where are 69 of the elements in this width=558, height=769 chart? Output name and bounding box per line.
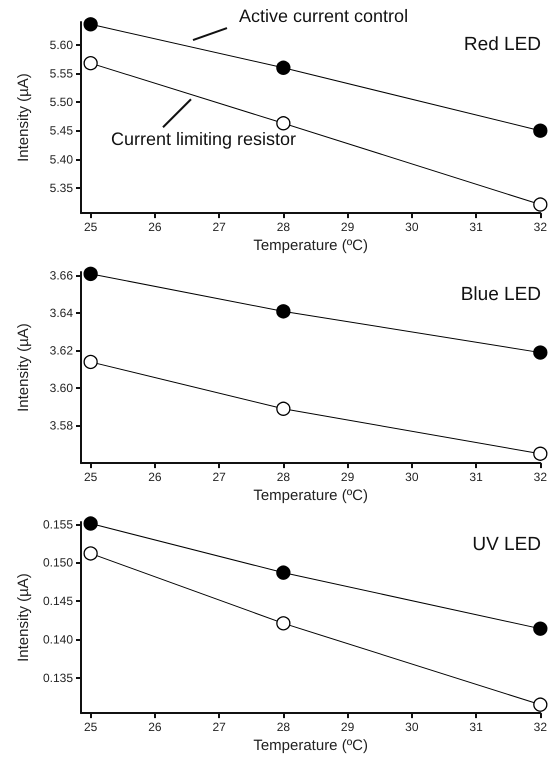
point: [276, 616, 291, 630]
x-axis-title: Temperature (ºC): [253, 487, 368, 504]
y-tick-label: 0.155: [42, 517, 74, 532]
x-axis-title: Temperature (ºC): [253, 737, 368, 754]
y-axis-title: Intensity (µA): [15, 73, 32, 162]
x-tick-label: 30: [405, 720, 419, 734]
point: [276, 60, 291, 75]
point: [276, 402, 291, 416]
y-tick-label: 3.66: [50, 268, 74, 283]
y-tick-label: 0.145: [42, 594, 74, 608]
y-axis-title: Intensity (µA): [15, 573, 32, 662]
point: [276, 304, 291, 318]
y-tick-label: 0.140: [42, 632, 74, 646]
point: [533, 197, 548, 212]
point: [533, 345, 548, 360]
text: UV LED: [472, 534, 542, 555]
x-tick-label: 30: [405, 220, 419, 234]
y-tick-label: 5.55: [50, 66, 74, 80]
x-tick-label: 28: [276, 470, 290, 484]
x-tick-label: 26: [148, 720, 162, 734]
point: [84, 516, 98, 531]
y-tick-label: 5.50: [50, 95, 74, 110]
point: [84, 17, 98, 32]
y-tick-label: 5.40: [50, 152, 74, 166]
x-tick-label: 27: [212, 720, 226, 734]
x-tick-label: 31: [469, 720, 484, 734]
y-axis-title: Intensity (µA): [15, 323, 32, 412]
point: [533, 446, 548, 461]
x-tick-label: 25: [84, 220, 98, 234]
point: [533, 124, 548, 138]
x-tick-label: 32: [534, 220, 548, 234]
x-tick-label: 27: [212, 470, 226, 484]
x-tick-label: 29: [340, 720, 355, 734]
x-tick-label: 32: [534, 470, 548, 484]
x-tick-label: 25: [84, 470, 98, 484]
x-tick-label: 25: [84, 720, 98, 734]
x-tick-label: 28: [276, 220, 290, 234]
point: [533, 698, 548, 712]
x-tick-label: 27: [212, 220, 226, 234]
point: [533, 622, 548, 636]
series-label: Current limiting resistor: [111, 129, 296, 150]
x-tick-label: 30: [405, 470, 419, 484]
x-tick-label: 28: [276, 720, 290, 734]
y-tick-label: 3.58: [50, 418, 74, 433]
point: [84, 56, 98, 70]
point: [84, 354, 98, 370]
y-tick-label: 5.45: [50, 124, 74, 138]
x-tick-label: 31: [469, 470, 484, 484]
y-tick-label: 5.60: [50, 38, 74, 52]
series-label: Active current control: [239, 6, 408, 26]
y-tick-label: 3.62: [50, 344, 74, 358]
y-tick-label: 0.150: [42, 556, 74, 570]
x-tick-label: 29: [340, 470, 355, 484]
x-tick-label: 29: [340, 220, 355, 234]
y-tick-label: 5.35: [50, 180, 74, 195]
point: [84, 546, 98, 561]
y-tick-label: 0.135: [42, 670, 74, 685]
text: Red LED: [464, 34, 542, 55]
y-tick-label: 3.60: [50, 381, 74, 396]
x-tick-label: 26: [148, 220, 162, 234]
y-tick-label: 3.64: [50, 306, 74, 320]
point: [276, 566, 291, 580]
point: [276, 116, 291, 130]
point: [84, 266, 98, 282]
x-tick-label: 32: [534, 720, 548, 734]
x-tick-label: 31: [469, 220, 484, 234]
x-tick-label: 26: [148, 470, 162, 484]
x-axis-title: Temperature (ºC): [253, 237, 368, 254]
text: Blue LED: [460, 284, 542, 305]
